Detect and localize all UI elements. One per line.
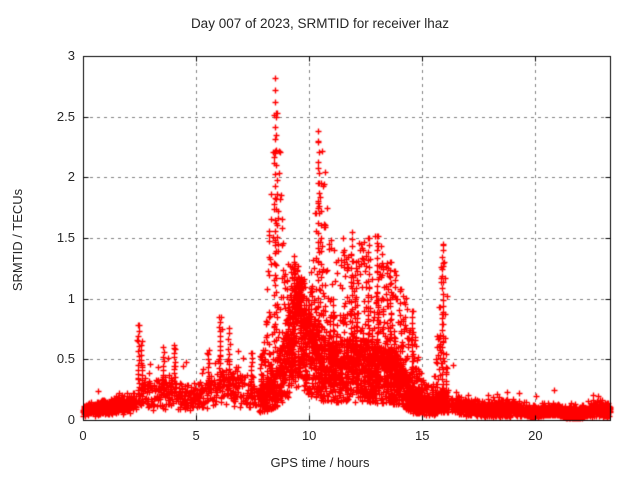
x-axis-label: GPS time / hours <box>270 455 370 470</box>
y-tick-label: 0.5 <box>56 351 75 367</box>
y-tick-label: 2 <box>67 169 75 185</box>
x-tick-label: 15 <box>415 428 430 443</box>
x-tick-label: 0 <box>79 428 87 443</box>
y-tick-label: 1 <box>67 290 75 306</box>
x-tick-label: 5 <box>192 428 200 443</box>
y-tick-label: 1.5 <box>56 230 75 245</box>
y-tick-label: 3 <box>67 48 75 63</box>
x-tick-label: 20 <box>528 428 543 443</box>
y-tick-label: 0 <box>67 412 75 427</box>
chart-title: Day 007 of 2023, SRMTID for receiver lha… <box>190 16 450 31</box>
x-tick-label: 10 <box>301 428 317 443</box>
y-axis-label: SRMTID / TECUs <box>10 188 25 292</box>
y-tick-label: 2.5 <box>56 108 75 124</box>
